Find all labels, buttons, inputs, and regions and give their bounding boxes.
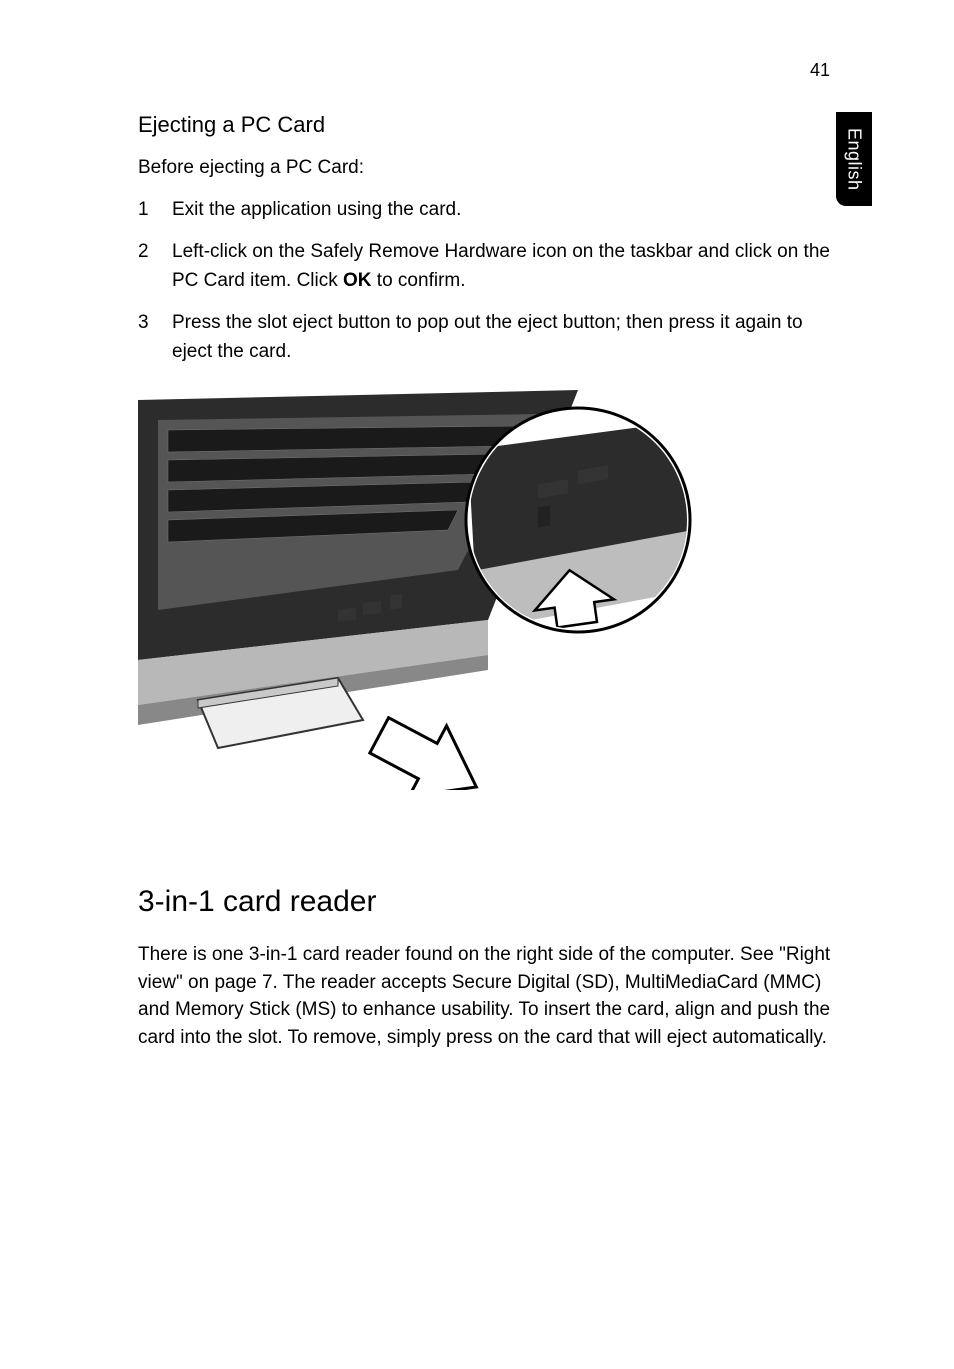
page-content: Ejecting a PC Card Before ejecting a PC … — [138, 112, 838, 1065]
card-reader-heading: 3-in-1 card reader — [138, 885, 838, 919]
list-item: 1 Exit the application using the card. — [138, 196, 838, 225]
list-item: 2 Left-click on the Safely Remove Hardwa… — [138, 238, 838, 295]
ejecting-intro: Before ejecting a PC Card: — [138, 154, 838, 182]
laptop-eject-illustration — [138, 390, 693, 790]
list-body: Left-click on the Safely Remove Hardware… — [172, 238, 838, 295]
page-number: 41 — [810, 60, 830, 81]
language-tab: English — [836, 112, 872, 206]
eject-arrow-icon — [360, 700, 495, 790]
zoom-inset-icon — [466, 408, 693, 632]
card-reader-body: There is one 3-in-1 card reader found on… — [138, 941, 838, 1051]
list-body: Press the slot eject button to pop out t… — [172, 309, 838, 366]
list-text-bold: OK — [343, 270, 372, 291]
list-number: 1 — [138, 196, 172, 225]
list-body: Exit the application using the card. — [172, 196, 838, 225]
list-item: 3 Press the slot eject button to pop out… — [138, 309, 838, 366]
list-number: 2 — [138, 238, 172, 295]
ejecting-heading: Ejecting a PC Card — [138, 112, 838, 138]
language-tab-label: English — [844, 128, 865, 191]
list-text-before: Left-click on the Safely Remove Hardware… — [172, 241, 830, 291]
ejecting-steps-list: 1 Exit the application using the card. 2… — [138, 196, 838, 367]
illustration-area — [138, 390, 838, 795]
list-text-after: to confirm. — [372, 270, 466, 291]
list-number: 3 — [138, 309, 172, 366]
